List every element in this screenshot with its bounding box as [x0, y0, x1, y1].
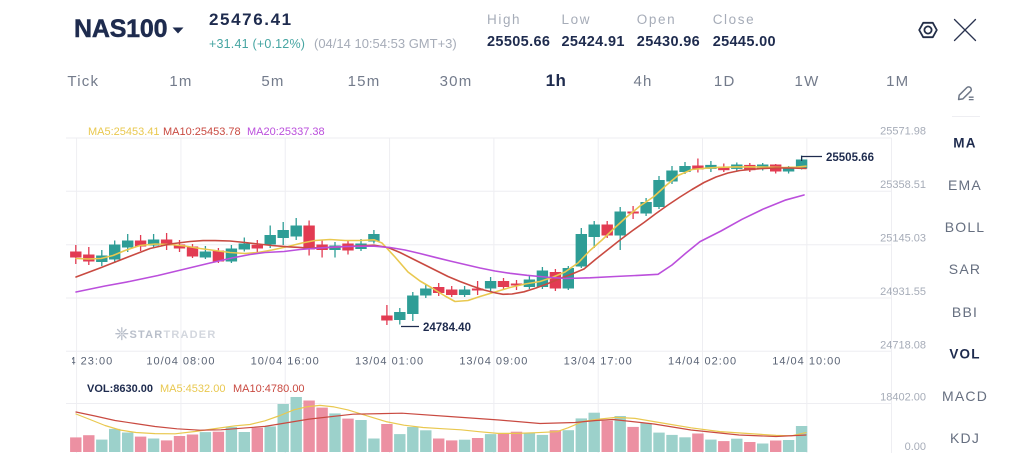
svg-text:VOL:8630.00: VOL:8630.00: [87, 383, 153, 395]
svg-text:MA10:25453.78: MA10:25453.78: [163, 126, 241, 138]
svg-text:13/04 01:00: 13/04 01:00: [355, 356, 424, 368]
svg-text:MA5:4532.00: MA5:4532.00: [160, 383, 225, 395]
svg-text:13/04 17:00: 13/04 17:00: [564, 356, 633, 368]
svg-text:14/04 10:00: 14/04 10:00: [772, 356, 841, 368]
svg-text:STARTRADER: STARTRADER: [130, 329, 217, 341]
svg-text:MA5:25453.41: MA5:25453.41: [88, 126, 160, 138]
svg-text:25145.03: 25145.03: [880, 233, 926, 245]
svg-text:14/04 02:00: 14/04 02:00: [668, 356, 737, 368]
svg-text:4 23:00: 4 23:00: [70, 356, 114, 368]
svg-text:MA20:25337.38: MA20:25337.38: [247, 126, 325, 138]
svg-text:25571.98: 25571.98: [880, 126, 926, 138]
svg-text:13/04 09:00: 13/04 09:00: [459, 356, 528, 368]
svg-text:10/04 16:00: 10/04 16:00: [251, 356, 320, 368]
svg-text:0.00: 0.00: [905, 441, 926, 453]
svg-text:24931.55: 24931.55: [880, 286, 926, 298]
svg-text:24784.40: 24784.40: [423, 322, 471, 334]
svg-text:10/04 08:00: 10/04 08:00: [146, 356, 215, 368]
svg-text:18402.00: 18402.00: [880, 392, 926, 404]
svg-text:MA10:4780.00: MA10:4780.00: [233, 383, 305, 395]
svg-text:25358.51: 25358.51: [880, 179, 926, 191]
svg-text:24718.08: 24718.08: [880, 340, 926, 352]
svg-text:25505.66: 25505.66: [826, 152, 874, 164]
